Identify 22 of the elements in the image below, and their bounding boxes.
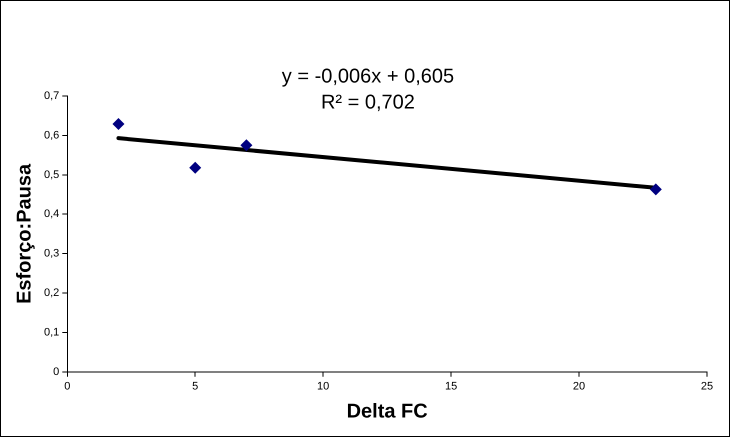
y-tick-label: 0,5: [44, 168, 60, 181]
point: [112, 118, 124, 130]
x-tick-label: 10: [317, 380, 330, 392]
y-axis-title: Esforço:Pausa: [14, 163, 36, 304]
x-tick-label: 15: [444, 380, 458, 392]
x-axis-title: Delta FC: [346, 400, 428, 423]
y-tick-label: 0,2: [44, 287, 60, 300]
point: [240, 139, 252, 152]
x-tick-label: 25: [700, 380, 714, 392]
x-tick-label: 5: [192, 380, 198, 392]
y-tick-label: 0: [53, 366, 60, 378]
y-tick-label: 0,6: [44, 129, 60, 142]
y-tick-label: 0,1: [44, 326, 60, 338]
y-tick-label: 0,3: [44, 248, 60, 260]
y-tick-label: 0,4: [44, 208, 60, 220]
point: [650, 183, 662, 196]
annotation: R² = 0,702: [320, 92, 415, 114]
x-tick-label: 0: [64, 380, 70, 392]
x-tick-label: 20: [572, 380, 586, 392]
y-tick-label: 0,7: [44, 90, 60, 102]
text: y = -0,006x + 0,605: [282, 66, 454, 88]
point: [189, 162, 202, 174]
